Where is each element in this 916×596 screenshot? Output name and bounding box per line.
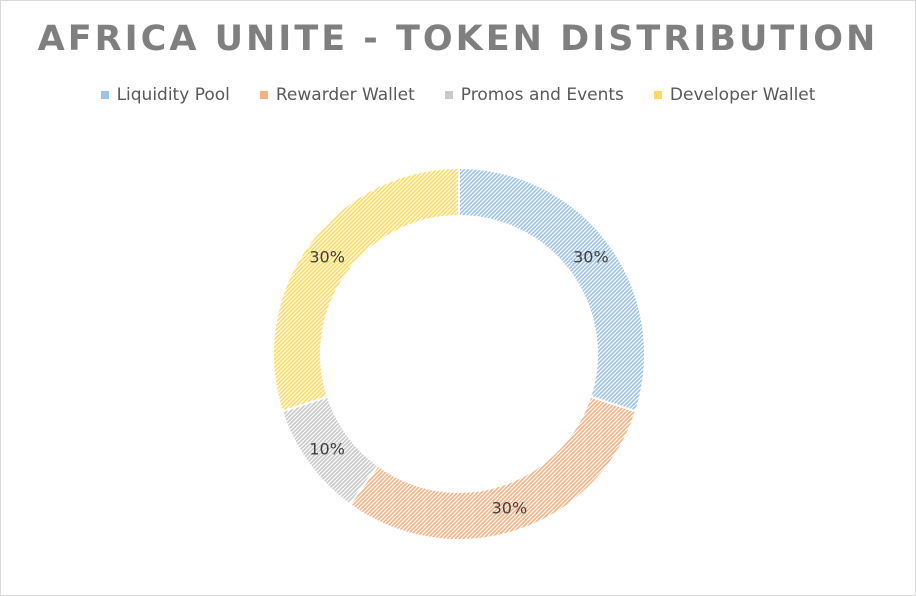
data-label-developer-wallet: 30% [309,248,345,267]
donut-labels: 30% 30% 10% 30% [309,248,608,518]
legend-label: Liquidity Pool [116,85,230,105]
legend-swatch [259,91,268,99]
legend-item-developer-wallet: Developer Wallet [653,85,816,105]
legend-label: Promos and Events [460,85,624,105]
legend-label: Developer Wallet [669,85,816,105]
legend-swatch [100,91,109,99]
legend-swatch [444,91,453,99]
data-label-promos-and-events: 10% [309,439,345,458]
data-label-liquidity-pool: 30% [573,248,609,267]
legend-item-liquidity-pool: Liquidity Pool [100,85,230,105]
legend-item-promos-and-events: Promos and Events [444,85,624,105]
donut-slices [272,166,646,541]
chart-legend: Liquidity Pool Rewarder Wallet Promos an… [1,85,915,105]
slice-liquidity-pool [458,166,646,413]
chart-title: AFRICA UNITE - TOKEN DISTRIBUTION [37,19,879,59]
legend-item-rewarder-wallet: Rewarder Wallet [259,85,415,105]
slice-developer-wallet [272,166,460,413]
legend-label: Rewarder Wallet [275,85,415,105]
slice-rewarder-wallet [348,395,638,541]
data-label-rewarder-wallet: 30% [492,499,528,518]
legend-swatch [653,91,662,99]
